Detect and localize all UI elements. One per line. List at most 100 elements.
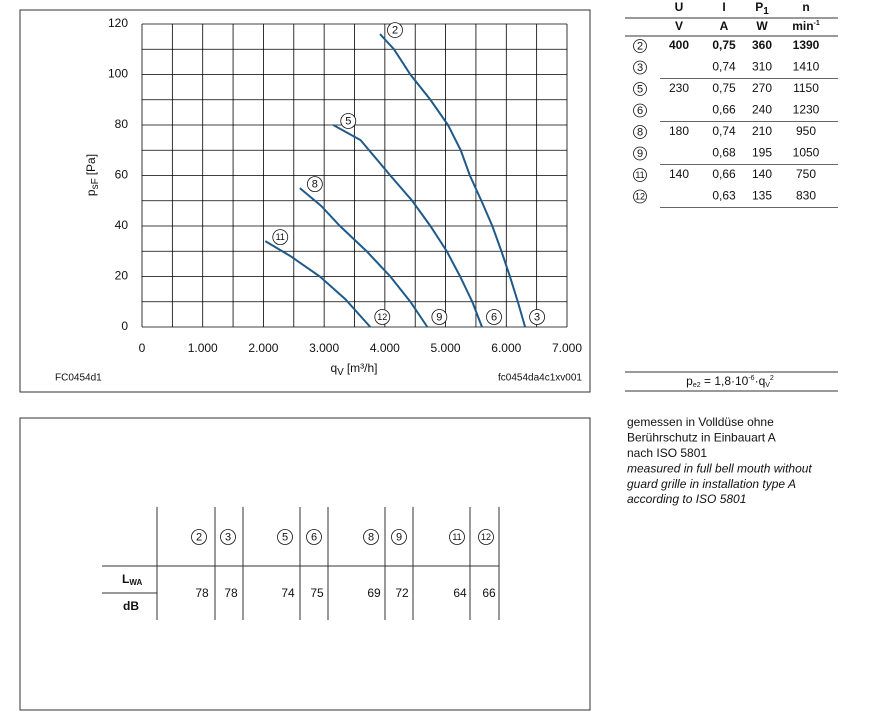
sound-frame: [19, 417, 591, 711]
cell: 0,66: [712, 103, 736, 117]
id-circle: [633, 146, 647, 161]
id-circle: [529, 309, 546, 325]
text-part: V: [765, 382, 770, 389]
curve-label: 2: [392, 25, 398, 37]
id-circle: [633, 39, 647, 53]
column-id: 6: [311, 531, 317, 543]
note: gemessen in Volldüse ohne: [627, 415, 774, 429]
text-part: p: [84, 189, 98, 196]
id-circle: [633, 82, 647, 96]
cell: 1390: [793, 38, 820, 52]
column-id: 9: [396, 531, 402, 543]
text-part: = 1,8·10: [701, 374, 749, 388]
note: according to ISO 5801: [627, 492, 746, 506]
cell: 140: [669, 167, 689, 181]
x-tick-label: 2.000: [248, 341, 278, 355]
id-circle: [363, 529, 379, 545]
cell: 210: [752, 124, 772, 138]
cell: 750: [796, 167, 816, 181]
text-part: e2: [693, 382, 701, 389]
x-tick-label: 3.000: [309, 341, 339, 355]
cell: 0,63: [712, 189, 736, 203]
chart-code: fc0454da4c1xv001: [498, 373, 582, 384]
curve-label: 5: [345, 115, 351, 127]
id-circle: [486, 309, 502, 325]
cell: 1050: [793, 146, 820, 160]
column-id: 5: [282, 531, 288, 543]
column-header: P1: [755, 0, 769, 16]
text-part: V: [675, 19, 683, 33]
cell: 69: [367, 586, 381, 600]
row-id: 5: [637, 83, 643, 95]
cell: 180: [669, 124, 689, 138]
cell: 0,68: [712, 146, 736, 160]
cell: 830: [796, 189, 816, 203]
curve-label: 6: [491, 311, 497, 323]
column-unit: min-1: [792, 19, 820, 33]
note: measured in full bell mouth without: [627, 461, 812, 475]
curve: [264, 240, 372, 328]
id-circle: [633, 125, 647, 139]
row-id: 2: [637, 40, 643, 52]
row-id: 11: [635, 170, 644, 180]
text-part: 2: [770, 375, 774, 382]
note: Berührschutz in Einbauart A: [627, 431, 776, 445]
id-circle: [478, 529, 494, 545]
text-part: p: [686, 374, 693, 388]
text-part: ·q: [755, 374, 766, 388]
id-circle: [277, 529, 293, 545]
id-circle: [306, 176, 323, 193]
cell: 78: [195, 586, 209, 600]
text-part: I: [722, 0, 725, 14]
cell: 72: [395, 586, 409, 600]
cell: 270: [752, 81, 772, 95]
id-circle: [272, 229, 289, 246]
text-part: -1: [814, 20, 820, 27]
id-circle: [449, 529, 465, 545]
row-id: 9: [637, 148, 643, 160]
cell: 400: [669, 38, 689, 52]
id-circle: [633, 60, 647, 75]
curve: [299, 187, 429, 328]
row-id: 12: [635, 191, 645, 201]
cell: 0,66: [712, 167, 736, 181]
x-tick-label: 0: [139, 341, 146, 355]
id-circle: [431, 309, 448, 325]
chart-frame: [19, 9, 591, 393]
column-id: 3: [225, 531, 231, 543]
x-tick-label: 1.000: [188, 341, 218, 355]
text-part: sF: [90, 178, 101, 189]
x-tick-label: 5.000: [431, 341, 461, 355]
y-tick-label: 40: [115, 218, 129, 232]
y-axis-label: psF [Pa]: [84, 154, 100, 196]
cell: 78: [224, 586, 238, 600]
cell: 240: [752, 103, 772, 117]
curve-label: 3: [534, 311, 540, 323]
x-tick-label: 4.000: [370, 341, 400, 355]
row-id: 6: [637, 105, 643, 117]
column-unit: A: [720, 19, 729, 33]
cell: 74: [281, 586, 295, 600]
x-tick-label: 7.000: [552, 341, 582, 355]
text-part: A: [720, 19, 729, 33]
text-part: [Pa]: [84, 154, 98, 175]
note: nach ISO 5801: [627, 446, 707, 460]
text-part: min: [792, 19, 813, 33]
id-circle: [340, 113, 357, 129]
y-tick-label: 100: [108, 67, 128, 81]
cell: 230: [669, 81, 689, 95]
cell: 950: [796, 124, 816, 138]
curve-label: 9: [436, 311, 442, 323]
curve-label: 8: [312, 179, 318, 191]
column-header: I: [722, 0, 725, 14]
text-part: P: [755, 0, 763, 14]
id-circle: [191, 529, 207, 545]
text-part: U: [675, 0, 684, 14]
y-tick-label: 0: [121, 319, 128, 333]
text-part: L: [122, 572, 129, 586]
row-id: 3: [637, 62, 643, 74]
cell: 0,75: [712, 38, 736, 52]
note: guard grille in installation type A: [627, 477, 796, 491]
cell: 0,74: [712, 124, 736, 138]
